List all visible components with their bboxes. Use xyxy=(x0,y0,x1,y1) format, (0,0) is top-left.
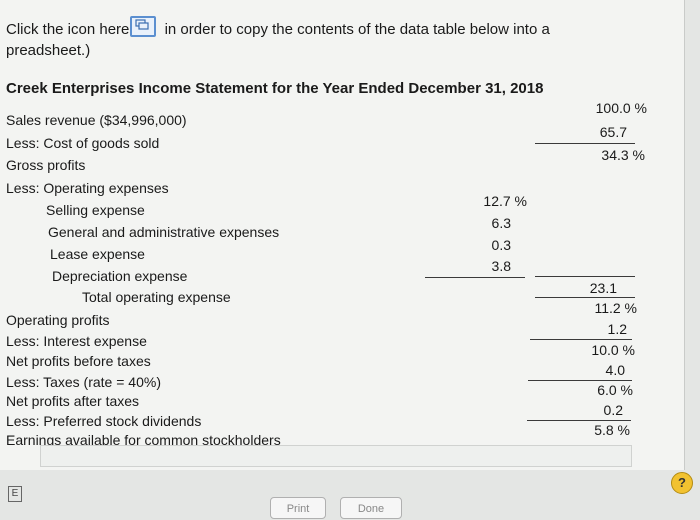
value-depreciation: 3.8 xyxy=(491,258,511,274)
value-operating-profits: 11.2 % xyxy=(594,300,637,316)
value-gross-profits: 34.3 % xyxy=(601,147,645,163)
value-earnings-common: 5.8 % xyxy=(594,422,630,438)
value-total-operating-expense: 23.1 xyxy=(589,280,617,296)
divider-line xyxy=(528,380,632,381)
value-cogs: 65.7 xyxy=(599,124,627,140)
label-interest-expense: Less: Interest expense xyxy=(6,333,147,349)
print-button[interactable]: Print xyxy=(270,497,326,519)
copy-to-spreadsheet-icon[interactable] xyxy=(130,16,157,37)
label-earnings-common: Earnings available for common stockholde… xyxy=(6,432,281,448)
label-gross-profits: Gross profits xyxy=(6,157,86,173)
data-table-panel: Click the icon here in order to copy the… xyxy=(0,0,685,470)
value-profits-before-taxes: 10.0 % xyxy=(591,342,635,358)
intro-text-after: in order to copy the contents of the dat… xyxy=(160,21,550,38)
label-profits-before-taxes: Net profits before taxes xyxy=(6,353,151,369)
label-operating-expenses: Less: Operating expenses xyxy=(6,180,169,196)
intro-text-before: Click the icon here xyxy=(6,21,130,38)
divider-line xyxy=(535,143,635,144)
label-sales: Sales revenue ($34,996,000) xyxy=(6,112,187,128)
value-profits-after-taxes: 6.0 % xyxy=(597,382,633,398)
value-interest-expense: 1.2 xyxy=(607,321,627,337)
label-depreciation-expense: Depreciation expense xyxy=(52,268,188,284)
label-ga-expenses: General and administrative expenses xyxy=(48,224,280,240)
value-selling-expense: 12.7 % xyxy=(483,193,527,209)
instructions: Click the icon here in order to copy the… xyxy=(6,16,646,61)
divider-line xyxy=(527,420,631,421)
value-lease-expense: 0.3 xyxy=(491,237,511,253)
label-taxes: Less: Taxes (rate = 40%) xyxy=(6,374,161,390)
value-taxes: 4.0 xyxy=(605,362,625,378)
statement-title: Creek Enterprises Income Statement for t… xyxy=(6,80,544,97)
label-selling-expense: Selling expense xyxy=(46,202,145,218)
label-total-operating-expense: Total operating expense xyxy=(82,289,231,305)
divider-line xyxy=(425,277,525,278)
intro-text-line2: preadsheet.) xyxy=(6,42,91,59)
label-preferred-dividends: Less: Preferred stock dividends xyxy=(6,413,202,429)
value-preferred-dividends: 0.2 xyxy=(603,402,623,418)
document-icon[interactable]: E xyxy=(8,486,22,502)
table-footer-strip xyxy=(40,445,632,467)
label-operating-profits: Operating profits xyxy=(6,312,110,328)
divider-line xyxy=(535,297,635,298)
divider-line xyxy=(535,276,635,277)
divider-line xyxy=(530,339,632,340)
help-icon[interactable]: ? xyxy=(671,472,693,494)
value-sales: 100.0 % xyxy=(595,100,647,116)
done-button[interactable]: Done xyxy=(340,497,402,519)
label-lease-expense: Lease expense xyxy=(50,246,145,262)
label-profits-after-taxes: Net profits after taxes xyxy=(6,393,140,409)
label-cogs: Less: Cost of goods sold xyxy=(6,135,160,151)
value-ga-expenses: 6.3 xyxy=(491,215,511,231)
